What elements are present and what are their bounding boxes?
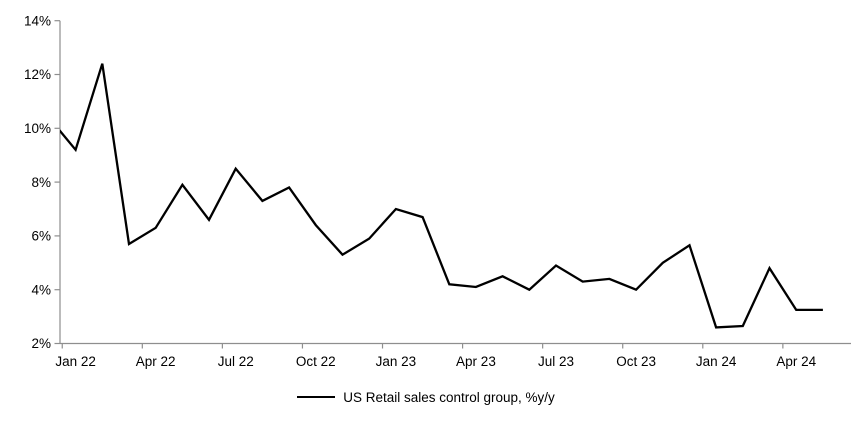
y-tick-label: 4% <box>31 282 51 297</box>
x-tick-label: Jul 22 <box>218 354 254 369</box>
x-tick-label: Apr 23 <box>456 354 496 369</box>
x-tick-label: Apr 24 <box>776 354 816 369</box>
y-tick-label: 6% <box>31 229 51 244</box>
y-tick-label: 2% <box>31 336 51 351</box>
chart-legend: US Retail sales control group, %y/y <box>0 388 852 406</box>
y-tick-label: 14% <box>24 13 51 28</box>
x-tick-label: Apr 22 <box>136 354 176 369</box>
legend-line-sample <box>297 396 336 398</box>
x-tick-label: Jan 22 <box>55 354 96 369</box>
plot-area: 2% 4% 6% 8% 10% 12% 14% Jan 22 Apr 22 Jul 22 Oct 2… <box>24 13 851 369</box>
y-tick-label: 10% <box>24 121 51 136</box>
data-line <box>60 63 823 329</box>
y-tick-label: 12% <box>24 67 51 82</box>
x-tick-label: Jul 23 <box>538 354 574 369</box>
x-tick-label: Oct 23 <box>616 354 656 369</box>
x-tick-label: Jan 23 <box>376 354 417 369</box>
legend-label: US Retail sales control group, %y/y <box>343 389 555 405</box>
x-tick-label: Oct 22 <box>296 354 336 369</box>
x-tick-label: Jan 24 <box>696 354 737 369</box>
y-tick-label: 8% <box>31 175 51 190</box>
